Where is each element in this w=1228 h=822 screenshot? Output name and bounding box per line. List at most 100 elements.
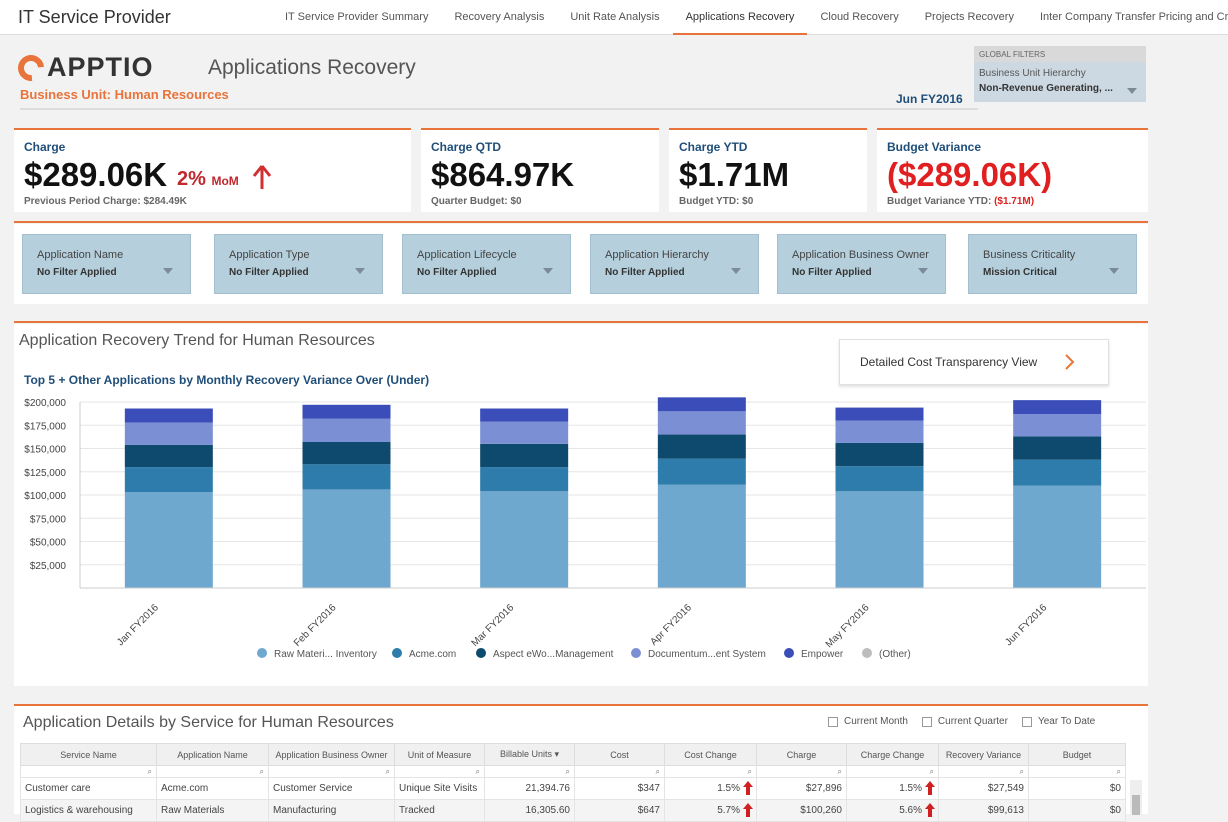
filter-application-name[interactable]: Application Name No Filter Applied — [22, 234, 191, 294]
filter-label: Application Name — [37, 249, 124, 261]
page-header: APPTIO Applications Recovery Business Un… — [12, 40, 1148, 116]
global-filters[interactable]: GLOBAL FILTERS Business Unit Hierarchy N… — [974, 46, 1146, 102]
nav-tab-cloud-recovery[interactable]: Cloud Recovery — [820, 11, 899, 23]
chevron-down-icon[interactable] — [731, 268, 741, 274]
search-icon[interactable]: ⌕ — [475, 766, 480, 776]
search-icon[interactable]: ⌕ — [747, 766, 752, 776]
chevron-down-icon[interactable] — [1127, 88, 1137, 94]
column-search-cell[interactable]: ⌕ — [846, 765, 939, 778]
arrow-up-icon — [743, 781, 753, 795]
column-search-row: ⌕ ⌕ ⌕ ⌕ ⌕ ⌕ ⌕ ⌕ ⌕ ⌕ ⌕ — [20, 765, 1126, 778]
bar-segment — [124, 408, 213, 423]
column-search-cell[interactable]: ⌕ — [394, 765, 485, 778]
arrow-up-icon — [743, 803, 753, 817]
bar-segment — [302, 489, 391, 588]
chevron-down-icon[interactable] — [543, 268, 553, 274]
column-header[interactable]: Unit of Measure — [394, 743, 485, 766]
table-scrollbar[interactable] — [1130, 780, 1142, 815]
charge-change-value: 5.6% — [899, 805, 922, 816]
chevron-down-icon[interactable] — [1109, 268, 1119, 274]
kpi-charge-mom: 2% MoM — [177, 168, 239, 191]
column-search-cell[interactable]: ⌕ — [1028, 765, 1126, 778]
bar-segment — [480, 491, 569, 588]
cell-business-owner: Manufacturing — [268, 799, 395, 822]
chart-bars — [124, 397, 1102, 588]
nav-tab-it-service-provider-summary[interactable]: IT Service Provider Summary — [285, 11, 429, 23]
divider — [14, 321, 1148, 323]
column-header[interactable]: Application Name — [156, 743, 269, 766]
column-header[interactable]: Charge — [756, 743, 847, 766]
nav-tab-applications-recovery[interactable]: Applications Recovery — [672, 0, 808, 35]
scrollbar-thumb[interactable] — [1132, 795, 1140, 815]
legend-swatch — [784, 648, 794, 658]
column-header[interactable]: Cost Change — [664, 743, 757, 766]
nav-tab-unit-rate-analysis[interactable]: Unit Rate Analysis — [570, 11, 660, 23]
column-header[interactable]: Budget — [1028, 743, 1126, 766]
option-current-quarter[interactable]: Current Quarter — [921, 716, 1008, 727]
search-icon[interactable]: ⌕ — [565, 766, 570, 776]
search-icon[interactable]: ⌕ — [929, 766, 934, 776]
app-title: IT Service Provider — [18, 7, 171, 27]
option-year-to-date[interactable]: Year To Date — [1021, 716, 1096, 727]
column-header[interactable]: Charge Change — [846, 743, 939, 766]
column-search-cell[interactable]: ⌕ — [484, 765, 575, 778]
column-search-cell[interactable]: ⌕ — [156, 765, 269, 778]
nav-tab-projects-recovery[interactable]: Projects Recovery — [924, 11, 1014, 23]
cell-cost: $347 — [574, 777, 665, 800]
cell-application-name: Acme.com — [156, 777, 269, 800]
filter-application-type[interactable]: Application Type No Filter Applied — [214, 234, 383, 294]
column-search-cell[interactable]: ⌕ — [20, 765, 157, 778]
table-row[interactable]: Logistics & warehousing Raw Materials Ma… — [20, 799, 1126, 822]
column-header[interactable]: Cost — [574, 743, 665, 766]
arrow-up-icon — [925, 803, 935, 817]
checkbox[interactable] — [921, 716, 932, 727]
bar-segment — [480, 421, 569, 444]
column-search-cell[interactable]: ⌕ — [938, 765, 1029, 778]
y-tick-label: $125,000 — [24, 468, 66, 479]
column-header[interactable]: Service Name — [20, 743, 157, 766]
column-header[interactable]: Application Business Owner — [268, 743, 395, 766]
search-icon[interactable]: ⌕ — [259, 766, 264, 776]
checkbox[interactable] — [828, 716, 838, 727]
nav-tab-recovery-analysis[interactable]: Recovery Analysis — [454, 11, 545, 23]
search-icon[interactable]: ⌕ — [1116, 766, 1121, 776]
search-icon[interactable]: ⌕ — [1019, 766, 1024, 776]
legend-label: (Other) — [879, 649, 911, 660]
kpi-budget-variance-sub-prefix: Budget Variance YTD: — [887, 196, 992, 207]
search-icon[interactable]: ⌕ — [147, 766, 152, 776]
column-header[interactable]: Billable Units ▾ — [484, 743, 575, 766]
detailed-cost-transparency-button[interactable]: Detailed Cost Transparency View — [839, 339, 1109, 385]
nav-tab-inter-company-transfer-pricing[interactable]: Inter Company Transfer Pricing and Cro..… — [1039, 11, 1228, 23]
column-header[interactable]: Recovery Variance — [938, 743, 1029, 766]
bar-segment — [124, 467, 213, 493]
cell-recovery-variance: $99,613 — [938, 799, 1029, 822]
column-search-cell[interactable]: ⌕ — [756, 765, 847, 778]
chevron-down-icon[interactable] — [355, 268, 365, 274]
column-search-cell[interactable]: ⌕ — [268, 765, 395, 778]
application-details-panel: Application Details by Service for Human… — [14, 706, 1148, 822]
filter-application-business-owner[interactable]: Application Business Owner No Filter App… — [777, 234, 946, 294]
option-current-month[interactable]: Current Month — [828, 716, 908, 727]
legend-label: Acme.com — [409, 649, 456, 660]
filter-business-criticality[interactable]: Business Criticality Mission Critical — [968, 234, 1137, 294]
chevron-down-icon[interactable] — [918, 268, 928, 274]
filter-application-lifecycle[interactable]: Application Lifecycle No Filter Applied — [402, 234, 571, 294]
search-icon[interactable]: ⌕ — [385, 766, 390, 776]
bar-segment — [835, 420, 924, 443]
y-tick-label: $175,000 — [24, 421, 66, 432]
search-icon[interactable]: ⌕ — [837, 766, 842, 776]
period-label: Jun FY2016 — [896, 92, 963, 106]
search-icon[interactable]: ⌕ — [655, 766, 660, 776]
cell-charge-change: 5.6% — [846, 799, 939, 822]
table-row[interactable]: Customer care Acme.com Customer Service … — [20, 777, 1126, 800]
cell-budget: $0 — [1028, 799, 1126, 822]
option-label: Year To Date — [1037, 716, 1096, 727]
column-search-cell[interactable]: ⌕ — [664, 765, 757, 778]
bar-segment — [835, 407, 924, 421]
bar-segment — [124, 444, 213, 468]
filter-application-hierarchy[interactable]: Application Hierarchy No Filter Applied — [590, 234, 759, 294]
chevron-down-icon[interactable] — [163, 268, 173, 274]
checkbox[interactable] — [1021, 716, 1032, 727]
column-search-cell[interactable]: ⌕ — [574, 765, 665, 778]
cell-budget: $0 — [1028, 777, 1126, 800]
